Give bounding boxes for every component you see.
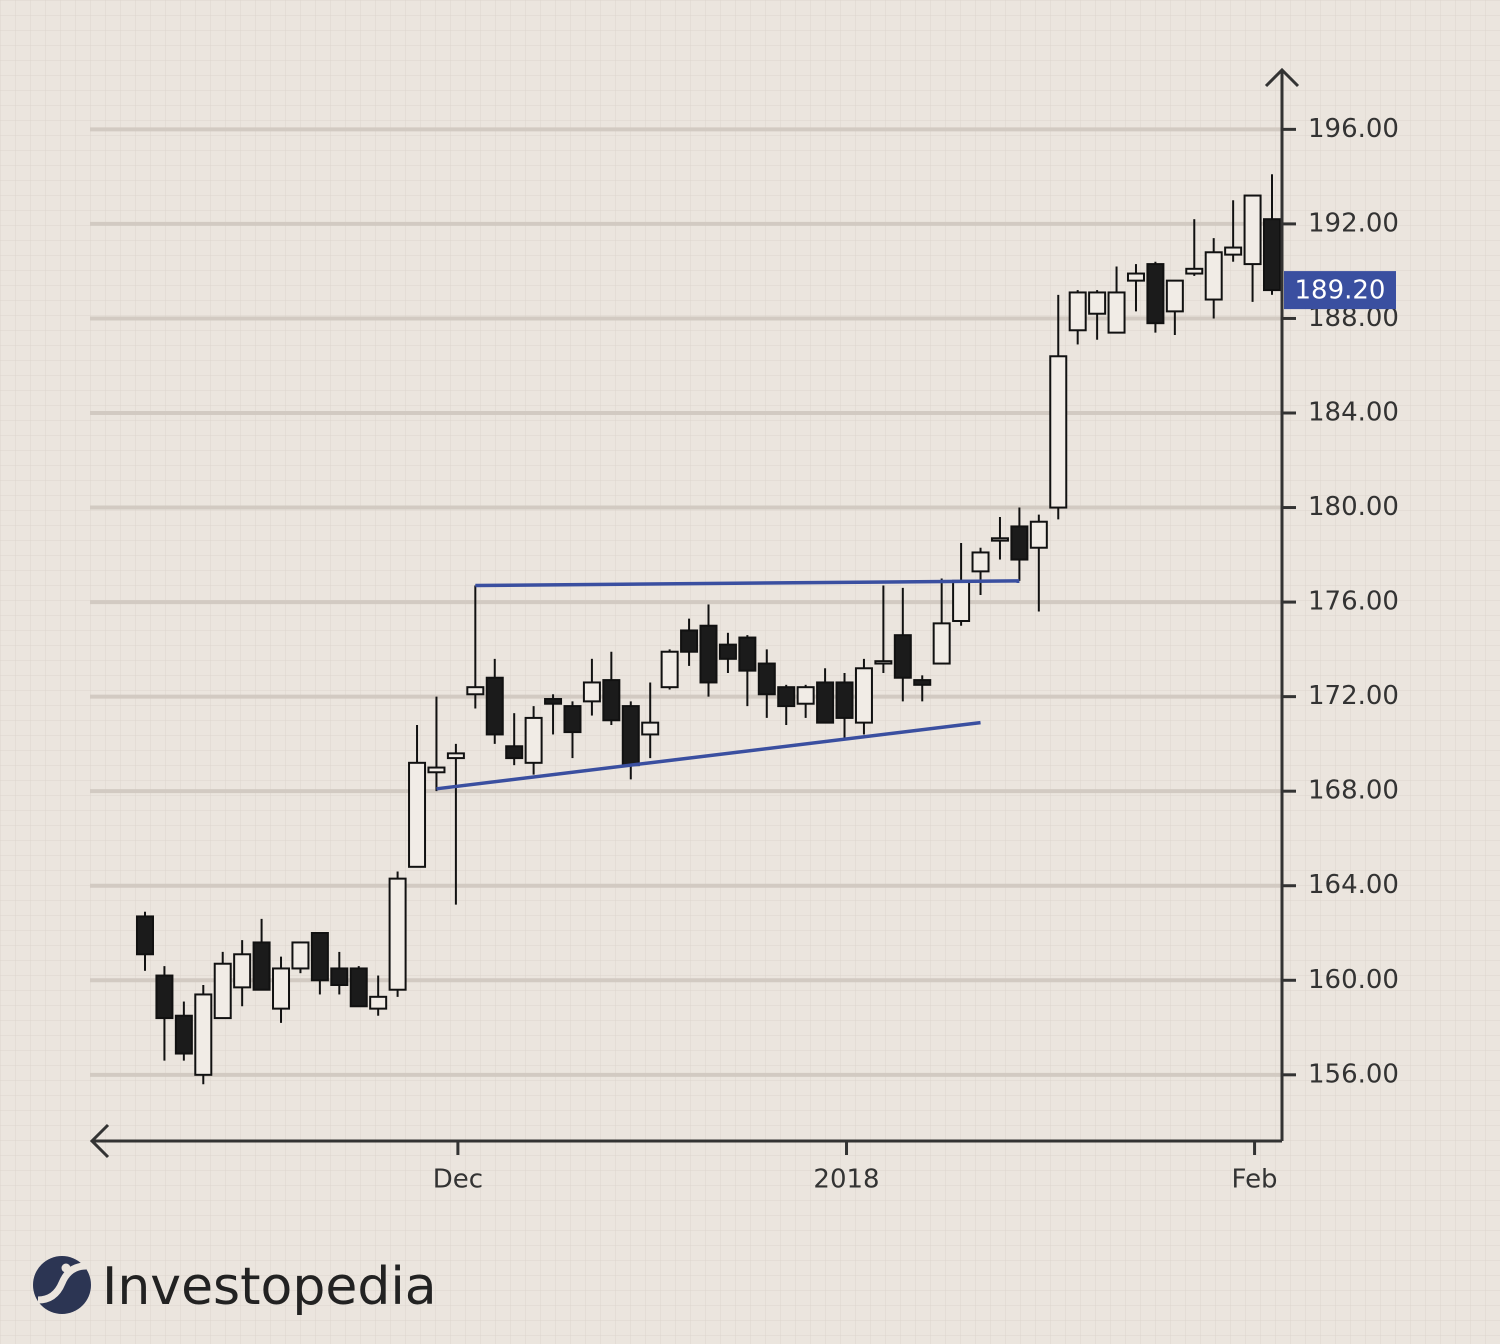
logo-text: Investopedia: [102, 1257, 437, 1317]
candle-body: [1107, 291, 1126, 334]
candle-body: [990, 537, 1009, 542]
candle-body: [524, 716, 543, 764]
candle-body: [1088, 291, 1107, 315]
y-tick-label: 172.00: [1308, 681, 1399, 711]
candle-body: [446, 752, 465, 760]
candle-body: [1049, 355, 1068, 509]
candle-body: [136, 915, 154, 956]
candle-body: [932, 622, 951, 665]
candle-body: [155, 974, 174, 1020]
y-tick-label: 160.00: [1308, 965, 1399, 995]
candle-body: [563, 705, 582, 734]
candle-body: [1224, 246, 1243, 256]
candle-body: [252, 941, 271, 991]
candle-body: [1029, 520, 1048, 549]
trendline: [436, 720, 981, 791]
x-axis-arrow: [89, 1123, 110, 1159]
y-tick-label: 176.00: [1308, 587, 1399, 617]
candle-body: [796, 686, 815, 705]
candle-body: [310, 932, 329, 982]
x-tick-label: Feb: [1232, 1165, 1278, 1195]
candle-body: [1010, 525, 1029, 561]
last-price-box: [1284, 271, 1396, 310]
candle-body: [854, 667, 873, 724]
candle-body: [680, 629, 699, 653]
candle-body: [427, 766, 446, 774]
candle-body: [544, 698, 563, 705]
candle-body: [952, 579, 971, 622]
candle-body: [272, 967, 291, 1010]
candle-body: [913, 679, 932, 686]
last-price-label: 189.20: [1295, 276, 1386, 306]
plot: [136, 174, 1281, 1085]
candle-body: [1185, 267, 1204, 275]
candle-body: [1204, 251, 1223, 301]
candle-body: [1126, 272, 1145, 282]
logo: Investopedia: [33, 1256, 437, 1317]
candle-body: [621, 705, 640, 767]
candle-body: [777, 686, 796, 708]
candle-body: [699, 624, 718, 684]
candle-body: [874, 660, 893, 665]
candle-body: [1243, 194, 1262, 266]
logo-swoosh: [37, 1262, 87, 1304]
x-tick-label: Dec: [433, 1165, 483, 1195]
y-tick-label: 180.00: [1308, 492, 1399, 522]
candle-body: [174, 1014, 193, 1055]
candle-body: [466, 686, 485, 696]
candle-body: [1146, 263, 1165, 325]
candle-body: [757, 662, 776, 696]
y-tick-label: 196.00: [1308, 114, 1399, 144]
candle-body: [1068, 291, 1087, 332]
candle-body: [408, 761, 427, 868]
candle-body: [369, 995, 388, 1010]
y-axis-arrow: [1264, 67, 1300, 88]
candle-body: [291, 941, 310, 970]
x-tick-label: 2018: [813, 1165, 879, 1195]
candle-body: [505, 745, 524, 760]
candle-body: [194, 993, 213, 1076]
candle-body: [349, 967, 368, 1008]
axes: [89, 67, 1300, 1159]
annotations: 189.20: [436, 271, 1396, 791]
candle-body: [485, 676, 504, 736]
candle-body: [971, 551, 990, 573]
candle-body: [718, 643, 737, 660]
candle-body: [835, 681, 854, 719]
y-tick-label: 184.00: [1308, 398, 1399, 428]
candle-body: [816, 681, 835, 724]
candle-body: [1263, 218, 1281, 292]
logo-dot: [61, 1263, 71, 1273]
y-tick-label: 192.00: [1308, 208, 1399, 238]
candle-body: [641, 721, 660, 736]
candle-body: [330, 967, 349, 986]
candle-body: [738, 636, 757, 672]
candle-body: [660, 650, 679, 689]
y-tick-label: 168.00: [1308, 776, 1399, 806]
candle-body: [582, 681, 601, 703]
candle-body: [1165, 279, 1184, 313]
y-tick-label: 156.00: [1308, 1059, 1399, 1089]
candle-body: [602, 679, 621, 722]
candle-body: [893, 634, 912, 679]
candle-body: [233, 953, 252, 989]
candle-body: [388, 877, 407, 991]
trendline: [475, 579, 1020, 588]
y-tick-label: 164.00: [1308, 870, 1399, 900]
candle-body: [213, 962, 232, 1020]
